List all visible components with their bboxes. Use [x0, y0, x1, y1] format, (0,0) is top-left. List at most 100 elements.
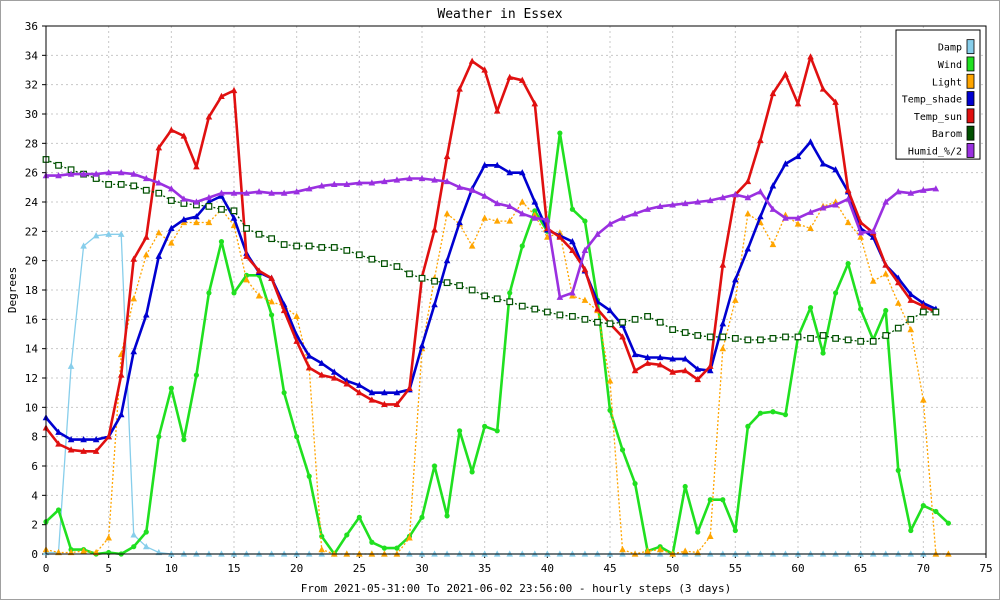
data-point-light: [807, 224, 814, 231]
data-point-humid-2: [819, 204, 827, 211]
data-point-humid-2: [732, 191, 739, 198]
data-point-humid-2: [381, 177, 388, 185]
data-point-barom: [932, 308, 940, 316]
data-point-temp-sun: [205, 113, 213, 120]
data-point-damp: [80, 242, 87, 249]
legend-swatch-temp-shade: [966, 91, 975, 106]
data-point-temp-sun: [644, 359, 651, 366]
data-point-humid-2: [894, 188, 902, 195]
data-point-humid-2: [920, 186, 927, 193]
data-point-light: [769, 240, 777, 248]
data-point-humid-2: [443, 177, 451, 185]
data-point-humid-2: [669, 201, 676, 208]
data-point-temp-sun: [782, 70, 789, 77]
data-point-light: [142, 251, 150, 258]
data-point-wind: [457, 428, 463, 434]
data-point-light: [581, 296, 589, 303]
legend-swatch-barom: [966, 125, 975, 141]
data-point-wind: [193, 372, 199, 378]
data-point-wind: [770, 409, 776, 415]
data-point-light: [844, 218, 852, 226]
data-point-temp-shade: [55, 428, 62, 435]
y-tick-label: 28: [25, 137, 38, 150]
data-point-light: [493, 217, 501, 224]
data-point-wind: [757, 410, 764, 416]
data-point-humid-2: [406, 174, 413, 182]
data-point-humid-2: [268, 189, 275, 196]
legend-label-light: Light: [932, 77, 962, 88]
data-point-temp-shade: [694, 365, 702, 372]
data-point-temp-shade: [305, 352, 313, 359]
data-point-light: [869, 277, 877, 284]
data-point-barom: [681, 329, 689, 336]
series-humid-2: [42, 169, 940, 300]
legend-swatch-humid-2: [966, 143, 975, 158]
data-point-temp-shade: [832, 166, 839, 173]
data-point-temp-sun: [218, 92, 225, 99]
data-point-light: [644, 547, 651, 554]
data-point-humid-2: [393, 176, 401, 183]
data-point-temp-shade: [681, 355, 689, 362]
data-point-barom: [919, 308, 927, 316]
data-point-humid-2: [882, 198, 890, 205]
data-point-wind: [695, 529, 701, 535]
data-point-light: [732, 296, 739, 303]
data-point-barom: [606, 320, 614, 328]
data-point-wind: [494, 428, 500, 434]
data-point-wind: [168, 385, 174, 391]
data-point-light: [481, 214, 488, 221]
data-point-light: [243, 276, 250, 283]
y-tick-label: 10: [25, 401, 38, 414]
data-point-temp-sun: [631, 367, 639, 374]
data-point-temp-sun: [105, 433, 112, 440]
data-point-light: [318, 546, 326, 553]
data-point-barom: [794, 333, 802, 341]
data-point-wind: [356, 514, 362, 520]
data-point-humid-2: [869, 227, 877, 234]
y-tick-label: 14: [25, 343, 39, 356]
data-point-barom: [230, 207, 238, 215]
data-point-humid-2: [255, 188, 263, 195]
data-point-light: [544, 233, 551, 240]
data-point-light: [268, 298, 275, 305]
data-point-humid-2: [569, 289, 576, 296]
data-point-light: [406, 534, 413, 541]
data-point-temp-shade: [907, 290, 915, 297]
data-point-barom: [819, 332, 827, 339]
data-point-temp-sun: [556, 233, 564, 240]
data-point-barom: [142, 186, 150, 194]
data-point-temp-shade: [117, 411, 125, 418]
data-point-wind: [883, 307, 889, 314]
data-point-temp-shade: [80, 436, 87, 443]
data-point-temp-shade: [193, 213, 200, 220]
data-point-humid-2: [706, 196, 714, 204]
data-point-barom: [318, 244, 326, 251]
data-point-humid-2: [468, 186, 476, 193]
x-axis-label: From 2021-05-31:00 To 2021-06-02 23:56:0…: [301, 582, 731, 595]
data-point-temp-sun: [55, 440, 62, 447]
data-point-wind: [419, 514, 425, 520]
data-point-damp: [130, 531, 138, 538]
data-point-barom: [493, 295, 501, 303]
data-point-wind: [507, 290, 513, 296]
data-point-light: [920, 396, 927, 403]
data-point-barom: [706, 333, 714, 341]
data-point-barom: [506, 298, 514, 306]
data-point-wind: [306, 473, 312, 479]
data-point-temp-shade: [431, 301, 438, 308]
data-point-barom: [268, 235, 275, 243]
data-point-light: [293, 312, 300, 319]
data-point-temp-shade: [531, 198, 539, 205]
legend-swatch-wind: [966, 56, 975, 72]
data-point-humid-2: [681, 199, 689, 207]
data-point-humid-2: [356, 179, 363, 186]
data-point-humid-2: [694, 198, 702, 205]
data-point-light: [105, 534, 112, 541]
data-point-humid-2: [769, 205, 777, 212]
y-tick-label: 4: [31, 489, 38, 502]
legend-label-temp-sun: Temp_sun: [914, 112, 962, 123]
data-point-humid-2: [105, 169, 112, 176]
data-point-barom: [205, 203, 213, 210]
data-point-light: [857, 233, 864, 240]
data-point-temp-sun: [393, 400, 401, 407]
